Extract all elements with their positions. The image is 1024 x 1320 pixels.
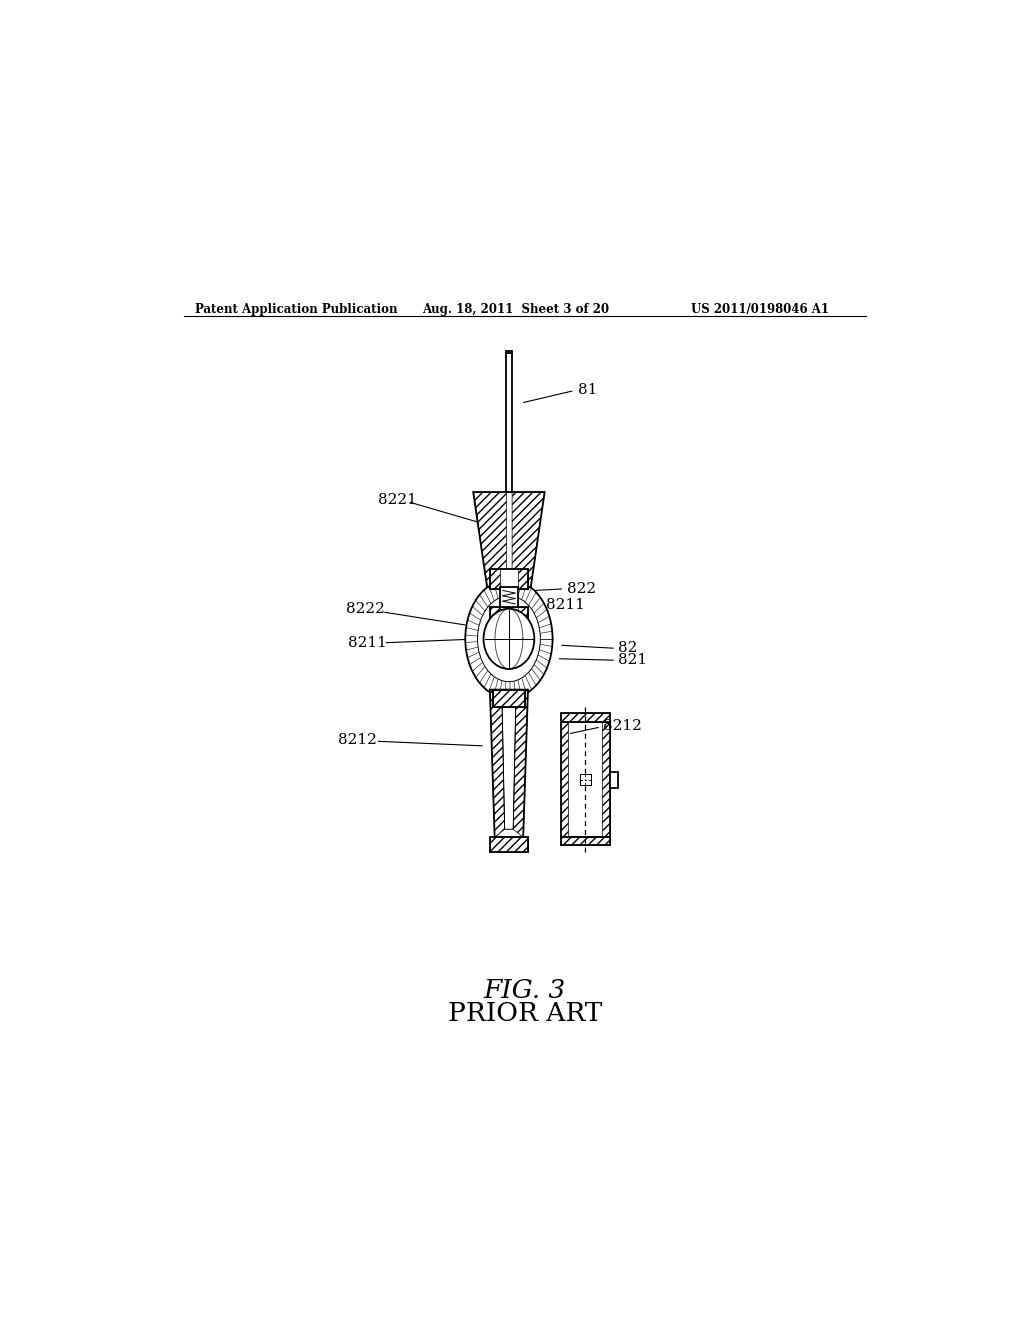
- Text: 822: 822: [567, 582, 596, 595]
- Bar: [506, 354, 512, 492]
- Bar: [560, 713, 609, 722]
- Text: 8212: 8212: [602, 719, 641, 733]
- Bar: [494, 689, 524, 708]
- Ellipse shape: [465, 579, 553, 698]
- Bar: [518, 607, 528, 622]
- Text: 8222: 8222: [346, 602, 385, 616]
- Polygon shape: [502, 689, 516, 829]
- Bar: [560, 837, 609, 845]
- Bar: [560, 722, 609, 837]
- Polygon shape: [473, 492, 545, 587]
- Bar: [489, 569, 528, 589]
- Bar: [560, 837, 609, 845]
- Bar: [560, 713, 609, 722]
- Text: FIG. 3: FIG. 3: [483, 978, 566, 1002]
- Text: 821: 821: [618, 653, 647, 667]
- Text: 82: 82: [618, 642, 638, 655]
- Text: 8211: 8211: [348, 636, 387, 649]
- Text: Aug. 18, 2011  Sheet 3 of 20: Aug. 18, 2011 Sheet 3 of 20: [422, 304, 608, 315]
- Polygon shape: [489, 689, 528, 837]
- Text: 8212: 8212: [338, 733, 377, 747]
- Bar: [494, 689, 524, 708]
- Bar: [518, 569, 528, 589]
- Bar: [609, 772, 617, 788]
- Ellipse shape: [477, 595, 541, 681]
- Bar: [500, 587, 518, 607]
- Text: US 2011/0198046 A1: US 2011/0198046 A1: [691, 304, 829, 315]
- Ellipse shape: [483, 609, 535, 669]
- Bar: [602, 722, 609, 837]
- Bar: [560, 722, 568, 837]
- Bar: [489, 607, 528, 622]
- Text: Patent Application Publication: Patent Application Publication: [196, 304, 398, 315]
- Bar: [489, 607, 500, 622]
- Text: PRIOR ART: PRIOR ART: [447, 1002, 602, 1027]
- Bar: [506, 351, 512, 354]
- Bar: [580, 774, 591, 785]
- Text: 8211: 8211: [546, 598, 585, 612]
- Text: 81: 81: [578, 383, 597, 397]
- Bar: [489, 569, 500, 589]
- Text: 8221: 8221: [378, 492, 417, 507]
- Bar: [489, 837, 528, 851]
- Bar: [489, 837, 528, 851]
